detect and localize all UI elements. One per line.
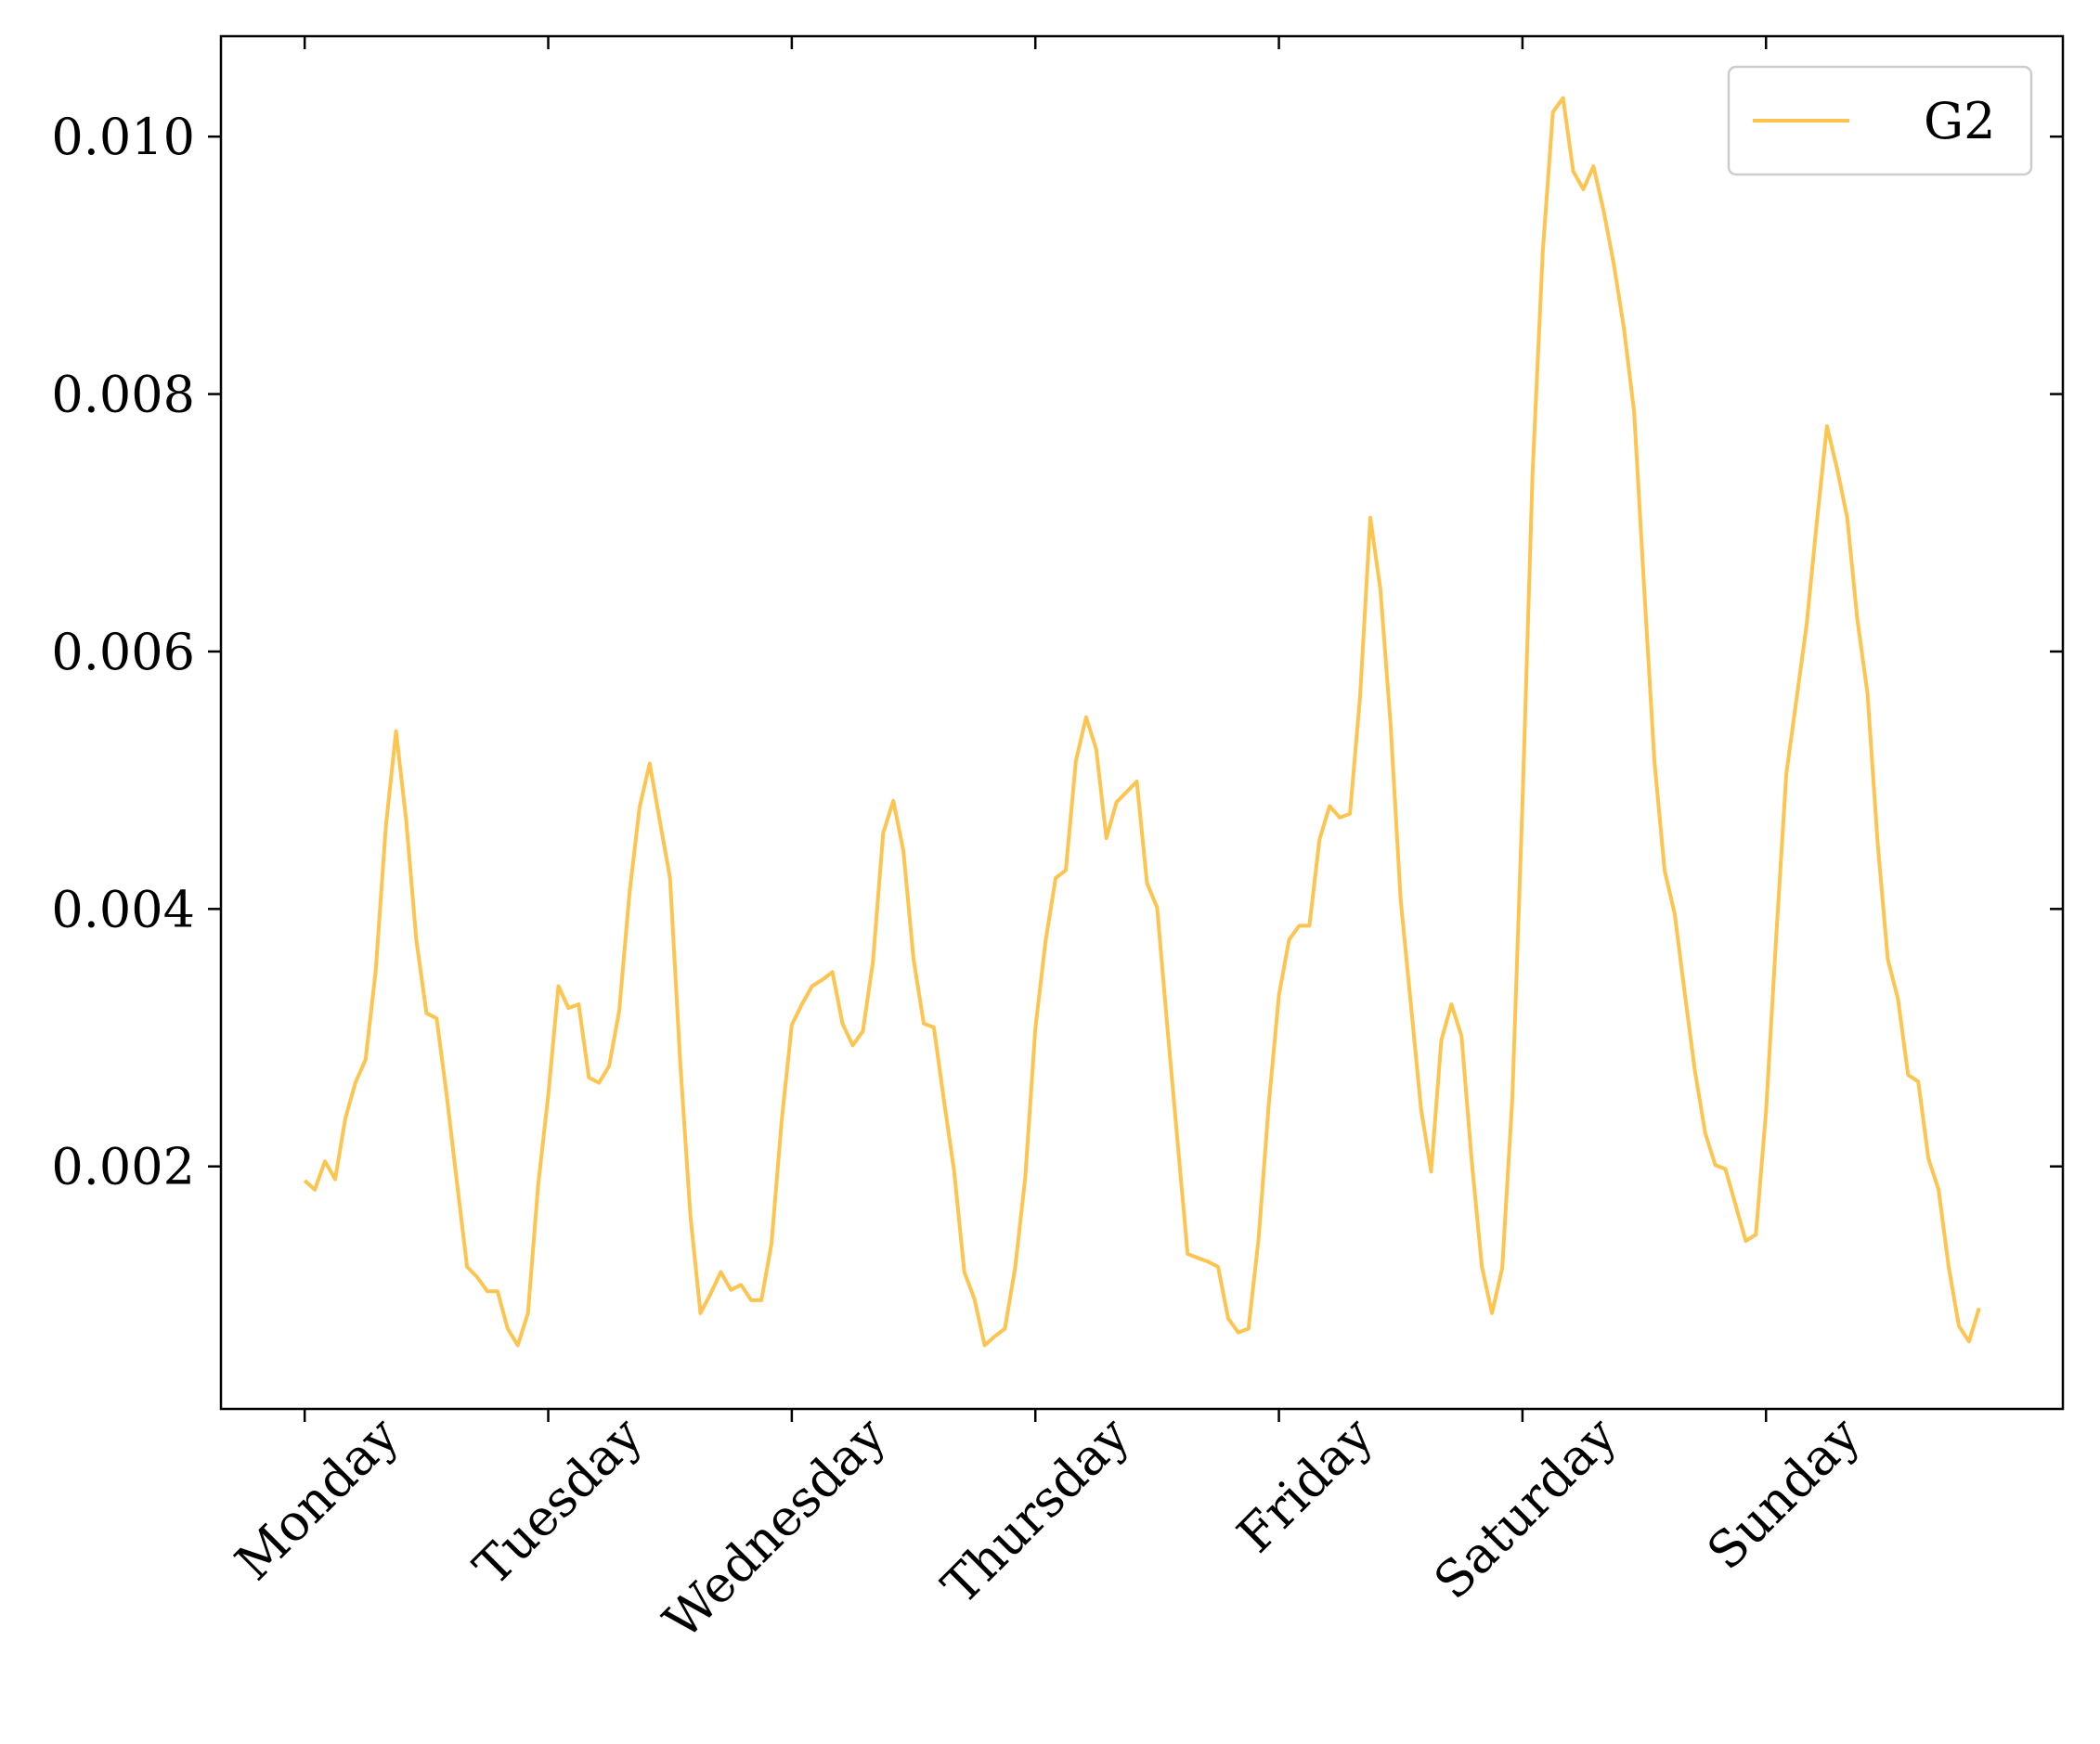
x-tick-label: Sunday: [1696, 1405, 1872, 1581]
y-tick-label: 0.008: [51, 366, 195, 424]
legend-box: [1727, 65, 2033, 176]
x-tick-label: Friday: [1225, 1405, 1384, 1564]
y-tick-label: 0.002: [51, 1138, 195, 1196]
x-tick-label: Thursday: [931, 1405, 1141, 1615]
y-tick-label: 0.004: [51, 880, 195, 938]
plot-frame: [219, 34, 2065, 1411]
legend: G2: [1727, 65, 2033, 176]
data-line: [303, 96, 1981, 1348]
y-tick-label: 0.006: [51, 623, 195, 681]
y-tick-label: 0.010: [51, 108, 195, 166]
legend-label: G2: [1924, 92, 1996, 150]
x-tick-label: Saturday: [1423, 1405, 1628, 1610]
x-tick-label: Monday: [224, 1405, 409, 1591]
x-tick-label: Tuesday: [462, 1405, 654, 1596]
x-tick-label: Wednesday: [653, 1405, 898, 1650]
